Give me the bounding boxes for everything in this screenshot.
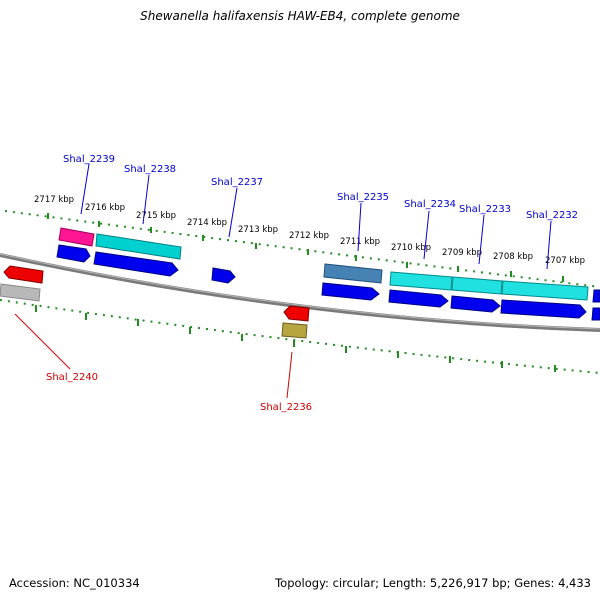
- inner-tick-arc: [0, 299, 600, 374]
- tick-label: 2716 kbp: [85, 203, 125, 213]
- gene-feature-shal-2233[interactable]: [451, 276, 503, 295]
- tick-label: 2714 kbp: [187, 218, 227, 228]
- gene-feature-shal-2240[interactable]: [0, 283, 41, 302]
- cds-arrow[interactable]: [450, 295, 501, 313]
- pseudo-feature-shal-2235[interactable]: [323, 263, 383, 284]
- gene-feature-shal-2232[interactable]: [501, 280, 589, 301]
- reverse-gene-labels: Shal_2240 Shal_2236: [46, 372, 312, 413]
- tick-label: 2717 kbp: [34, 195, 74, 205]
- gene-label[interactable]: Shal_2235: [337, 192, 389, 203]
- tick-label: 2710 kbp: [391, 243, 431, 253]
- gene-label[interactable]: Shal_2238: [124, 164, 176, 175]
- genome-summary-text: Topology: circular; Length: 5,226,917 bp…: [275, 576, 591, 590]
- figure-title: Shewanella halifaxensis HAW-EB4, complet…: [140, 9, 460, 23]
- gene-label[interactable]: Shal_2234: [404, 199, 456, 210]
- gene-label[interactable]: Shal_2240: [46, 372, 98, 383]
- forward-gene-labels: Shal_2239 Shal_2238 Shal_2237 Shal_2235 …: [63, 154, 578, 221]
- cds-arrow[interactable]: [211, 267, 236, 284]
- genome-backbone: [0, 253, 600, 332]
- cds-arrow[interactable]: [591, 307, 600, 321]
- accession-text: Accession: NC_010334: [9, 576, 140, 590]
- reverse-feature-track: [0, 265, 310, 339]
- tick-label: 2707 kbp: [545, 256, 585, 266]
- gene-label[interactable]: Shal_2233: [459, 204, 511, 215]
- cds-arrow[interactable]: [93, 251, 179, 277]
- cds-arrow-reverse[interactable]: [3, 265, 44, 284]
- reverse-label-leaders: [14, 313, 293, 399]
- gene-feature-shal-2239[interactable]: [58, 227, 95, 247]
- inner-major-ticks: [35, 305, 556, 372]
- cds-arrow[interactable]: [56, 244, 91, 263]
- tick-label: 2712 kbp: [289, 231, 329, 241]
- tick-label: 2709 kbp: [442, 248, 482, 258]
- gene-label[interactable]: Shal_2237: [211, 177, 263, 188]
- tick-label: 2711 kbp: [340, 237, 380, 247]
- gene-feature-shal-2236[interactable]: [281, 322, 308, 339]
- forward-feature-track: [58, 227, 589, 301]
- tick-labels: 2717 kbp 2716 kbp 2715 kbp 2714 kbp 2713…: [34, 195, 585, 266]
- gene-label[interactable]: Shal_2236: [260, 402, 312, 413]
- outer-major-ticks: [47, 213, 564, 282]
- gene-label[interactable]: Shal_2232: [526, 210, 578, 221]
- cds-arrow[interactable]: [592, 289, 600, 303]
- forward-cds-track: [56, 244, 600, 321]
- cds-arrow[interactable]: [500, 299, 587, 319]
- gene-feature-shal-2238[interactable]: [95, 233, 182, 260]
- cds-arrow[interactable]: [388, 289, 449, 308]
- cds-arrow[interactable]: [321, 282, 380, 301]
- forward-label-leaders: [80, 163, 552, 270]
- gene-feature-shal-2234[interactable]: [389, 271, 453, 291]
- tick-label: 2708 kbp: [493, 252, 533, 262]
- tick-label: 2715 kbp: [136, 211, 176, 221]
- genome-backbone-highlight: [0, 253, 600, 330]
- gene-label[interactable]: Shal_2239: [63, 154, 115, 165]
- cds-arrow-reverse[interactable]: [283, 305, 310, 322]
- tick-label: 2713 kbp: [238, 225, 278, 235]
